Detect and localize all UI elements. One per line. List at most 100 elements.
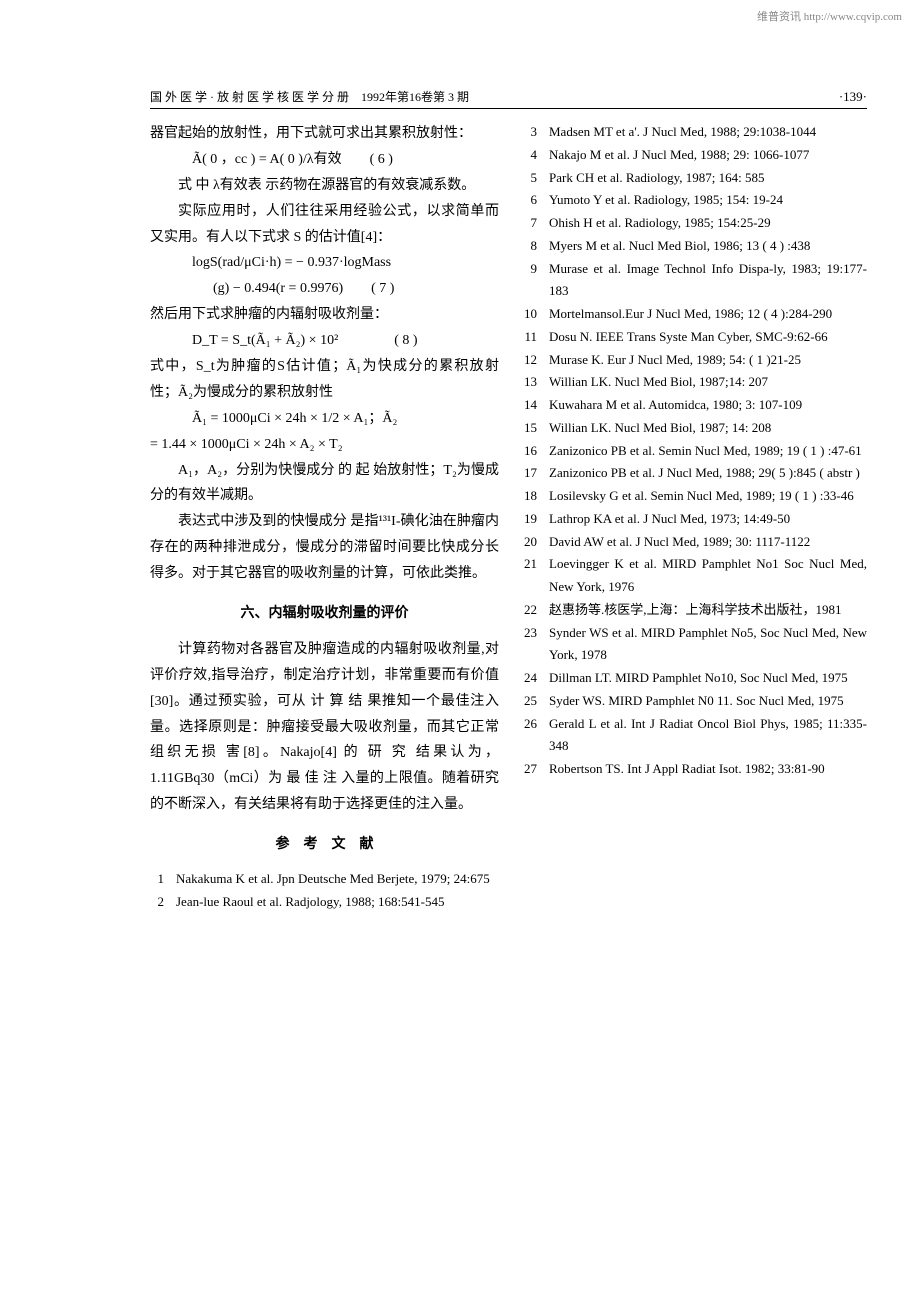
reference-text: Gerald L et al. Int J Radiat Oncol Biol … <box>549 713 867 759</box>
reference-text: Loevingger K et al. MIRD Pamphlet No1 So… <box>549 553 867 599</box>
reference-item: 24Dillman LT. MIRD Pamphlet No10, Soc Nu… <box>523 667 867 690</box>
reference-item: 6Yumoto Y et al. Radiology, 1985; 154: 1… <box>523 189 867 212</box>
reference-number: 6 <box>523 189 549 212</box>
paragraph: 然后用下式求肿瘤的内辐射吸收剂量： <box>150 302 499 328</box>
reference-item: 27Robertson TS. Int J Appl Radiat Isot. … <box>523 758 867 781</box>
reference-text: Willian LK. Nucl Med Biol, 1987; 14: 208 <box>549 417 867 440</box>
reference-number: 17 <box>523 462 549 485</box>
reference-item: 23Synder WS et al. MIRD Pamphlet No5, So… <box>523 622 867 668</box>
reference-text: Park CH et al. Radiology, 1987; 164: 585 <box>549 167 867 190</box>
reference-text: Ohish H et al. Radiology, 1985; 154:25-2… <box>549 212 867 235</box>
reference-text: Kuwahara M et al. Automidca, 1980; 3: 10… <box>549 394 867 417</box>
reference-text: Madsen MT et a'. J Nucl Med, 1988; 29:10… <box>549 121 867 144</box>
references-title: 参 考 文 献 <box>150 832 499 858</box>
paragraph: 实际应用时，人们往往采用经验公式，以求简单而又实用。有人以下式求 S 的估计值[… <box>150 199 499 251</box>
reference-text: Jean-lue Raoul et al. Radjology, 1988; 1… <box>176 891 499 914</box>
reference-text: Mortelmansol.Eur J Nucl Med, 1986; 12 ( … <box>549 303 867 326</box>
reference-text: Syder WS. MIRD Pamphlet N0 11. Soc Nucl … <box>549 690 867 713</box>
reference-number: 19 <box>523 508 549 531</box>
reference-text: Nakajo M et al. J Nucl Med, 1988; 29: 10… <box>549 144 867 167</box>
references-right: 3Madsen MT et a'. J Nucl Med, 1988; 29:1… <box>523 121 867 781</box>
reference-item: 22赵惠扬等.核医学,上海：上海科学技术出版社，1981 <box>523 599 867 622</box>
paragraph: 表达式中涉及到的快慢成分 是指¹³¹I-碘化油在肿瘤内存在的两种排泄成分，慢成分… <box>150 509 499 587</box>
reference-item: 16Zanizonico PB et al. Semin Nucl Med, 1… <box>523 440 867 463</box>
left-column: 器官起始的放射性，用下式就可求出其累积放射性： Ã( 0 ，cc ) = A( … <box>150 121 499 914</box>
reference-item: 18Losilevsky G et al. Semin Nucl Med, 19… <box>523 485 867 508</box>
reference-number: 1 <box>150 868 176 891</box>
formula-7a: logS(rad/μCi·h) = − 0.937·logMass <box>150 250 499 276</box>
formula-8: D_T = S_t(Ã₁ + Ã₂) × 10² ( 8 ) <box>150 328 499 354</box>
page-content: 国 外 医 学 · 放 射 医 学 核 医 学 分 册 1992年第16卷第 3… <box>150 88 867 914</box>
reference-item: 15Willian LK. Nucl Med Biol, 1987; 14: 2… <box>523 417 867 440</box>
reference-number: 9 <box>523 258 549 304</box>
reference-number: 7 <box>523 212 549 235</box>
reference-item: 7Ohish H et al. Radiology, 1985; 154:25-… <box>523 212 867 235</box>
references-left: 1Nakakuma K et al. Jpn Deutsche Med Berj… <box>150 868 499 914</box>
reference-number: 3 <box>523 121 549 144</box>
reference-item: 21Loevingger K et al. MIRD Pamphlet No1 … <box>523 553 867 599</box>
reference-text: Yumoto Y et al. Radiology, 1985; 154: 19… <box>549 189 867 212</box>
reference-number: 10 <box>523 303 549 326</box>
reference-item: 19Lathrop KA et al. J Nucl Med, 1973; 14… <box>523 508 867 531</box>
reference-text: Synder WS et al. MIRD Pamphlet No5, Soc … <box>549 622 867 668</box>
reference-number: 12 <box>523 349 549 372</box>
reference-number: 20 <box>523 531 549 554</box>
reference-number: 18 <box>523 485 549 508</box>
reference-number: 26 <box>523 713 549 759</box>
reference-text: Robertson TS. Int J Appl Radiat Isot. 19… <box>549 758 867 781</box>
section-title-6: 六、内辐射吸收剂量的评价 <box>150 601 499 627</box>
formula-a1: Ã₁ = 1000μCi × 24h × 1/2 × A₁；Ã₂ <box>150 406 499 432</box>
reference-item: 17Zanizonico PB et al. J Nucl Med, 1988;… <box>523 462 867 485</box>
reference-item: 10Mortelmansol.Eur J Nucl Med, 1986; 12 … <box>523 303 867 326</box>
reference-item: 13Willian LK. Nucl Med Biol, 1987;14: 20… <box>523 371 867 394</box>
right-column: 3Madsen MT et a'. J Nucl Med, 1988; 29:1… <box>523 121 867 914</box>
reference-number: 15 <box>523 417 549 440</box>
reference-item: 20David AW et al. J Nucl Med, 1989; 30: … <box>523 531 867 554</box>
reference-number: 16 <box>523 440 549 463</box>
paragraph: 器官起始的放射性，用下式就可求出其累积放射性： <box>150 121 499 147</box>
watermark-text: 维普资讯 http://www.cqvip.com <box>757 8 902 24</box>
reference-number: 25 <box>523 690 549 713</box>
reference-item: 25Syder WS. MIRD Pamphlet N0 11. Soc Nuc… <box>523 690 867 713</box>
reference-number: 23 <box>523 622 549 668</box>
reference-text: Murase K. Eur J Nucl Med, 1989; 54: ( 1 … <box>549 349 867 372</box>
reference-text: Losilevsky G et al. Semin Nucl Med, 1989… <box>549 485 867 508</box>
reference-text: Dillman LT. MIRD Pamphlet No10, Soc Nucl… <box>549 667 867 690</box>
reference-item: 26Gerald L et al. Int J Radiat Oncol Bio… <box>523 713 867 759</box>
reference-text: 赵惠扬等.核医学,上海：上海科学技术出版社，1981 <box>549 599 867 622</box>
reference-item: 3Madsen MT et a'. J Nucl Med, 1988; 29:1… <box>523 121 867 144</box>
header-row: 国 外 医 学 · 放 射 医 学 核 医 学 分 册 1992年第16卷第 3… <box>150 88 867 105</box>
header-left: 国 外 医 学 · 放 射 医 学 核 医 学 分 册 1992年第16卷第 3… <box>150 88 469 105</box>
reference-item: 2Jean-lue Raoul et al. Radjology, 1988; … <box>150 891 499 914</box>
reference-item: 14Kuwahara M et al. Automidca, 1980; 3: … <box>523 394 867 417</box>
reference-number: 24 <box>523 667 549 690</box>
reference-number: 14 <box>523 394 549 417</box>
reference-number: 4 <box>523 144 549 167</box>
reference-number: 5 <box>523 167 549 190</box>
paragraph: 式 中 λ有效表 示药物在源器官的有效衰减系数。 <box>150 173 499 199</box>
reference-item: 8Myers M et al. Nucl Med Biol, 1986; 13 … <box>523 235 867 258</box>
page-number: ·139· <box>839 89 867 105</box>
reference-number: 2 <box>150 891 176 914</box>
reference-text: Murase et al. Image Technol Info Dispa-l… <box>549 258 867 304</box>
paragraph: A₁，A₂，分别为快慢成分 的 起 始放射性；T₂为慢成分的有效半减期。 <box>150 458 499 510</box>
reference-number: 21 <box>523 553 549 599</box>
reference-item: 11Dosu N. IEEE Trans Syste Man Cyber, SM… <box>523 326 867 349</box>
reference-number: 13 <box>523 371 549 394</box>
formula-a2: = 1.44 × 1000μCi × 24h × A₂ × T₂ <box>150 432 499 458</box>
reference-item: 5Park CH et al. Radiology, 1987; 164: 58… <box>523 167 867 190</box>
reference-item: 1Nakakuma K et al. Jpn Deutsche Med Berj… <box>150 868 499 891</box>
reference-number: 22 <box>523 599 549 622</box>
reference-text: Lathrop KA et al. J Nucl Med, 1973; 14:4… <box>549 508 867 531</box>
reference-text: Nakakuma K et al. Jpn Deutsche Med Berje… <box>176 868 499 891</box>
reference-text: Dosu N. IEEE Trans Syste Man Cyber, SMC-… <box>549 326 867 349</box>
paragraph: 计算药物对各器官及肿瘤造成的内辐射吸收剂量,对评价疗效,指导治疗，制定治疗计划，… <box>150 637 499 818</box>
reference-text: Zanizonico PB et al. Semin Nucl Med, 198… <box>549 440 867 463</box>
two-columns: 器官起始的放射性，用下式就可求出其累积放射性： Ã( 0 ，cc ) = A( … <box>150 121 867 914</box>
formula-7b: (g) − 0.494(r = 0.9976) ( 7 ) <box>150 276 499 302</box>
reference-item: 9Murase et al. Image Technol Info Dispa-… <box>523 258 867 304</box>
reference-number: 8 <box>523 235 549 258</box>
reference-number: 11 <box>523 326 549 349</box>
formula-6: Ã( 0 ，cc ) = A( 0 )/λ有效 ( 6 ) <box>150 147 499 173</box>
reference-text: Willian LK. Nucl Med Biol, 1987;14: 207 <box>549 371 867 394</box>
